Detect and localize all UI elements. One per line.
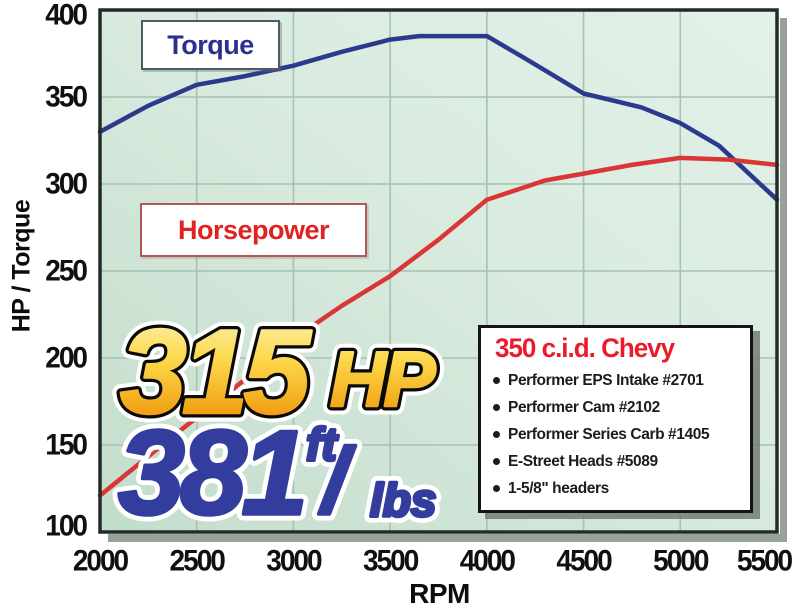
peak-hp-value-outline: 315 xyxy=(120,305,312,439)
unit-lbs: lbs xyxy=(370,474,436,526)
bullet-icon xyxy=(493,377,500,384)
spec-item: Performer Series Carb #1405 xyxy=(493,421,742,448)
y-tick-label: 200 xyxy=(45,341,88,374)
engine-spec-box: 350 c.i.d. Chevy Performer EPS Intake #2… xyxy=(478,325,753,513)
y-tick-label: 350 xyxy=(45,80,88,113)
spec-item-text: 1-5/8" headers xyxy=(508,479,609,497)
x-tick-label: 5500 xyxy=(736,544,793,577)
peak-hp-value: 315 xyxy=(120,305,312,439)
bullet-icon xyxy=(493,485,500,492)
y-tick-label: 400 xyxy=(45,0,88,31)
torque-series-label-text: Torque xyxy=(167,29,254,60)
frame-shadow-right xyxy=(780,18,787,542)
spec-item-text: E-Street Heads #5089 xyxy=(508,452,658,470)
y-tick-label: 150 xyxy=(45,428,88,461)
dyno-curves xyxy=(97,33,780,498)
unit-lbs-halo: lbs xyxy=(370,474,436,526)
y-tick-label: 100 xyxy=(45,509,88,542)
peak-torque-value-halo: 381 xyxy=(118,406,303,540)
bullet-icon xyxy=(493,431,500,438)
spec-item-text: Performer Cam #2102 xyxy=(508,398,660,416)
x-tick-label: 3000 xyxy=(266,544,322,577)
torque-series-label: Torque xyxy=(141,20,280,70)
bullet-icon xyxy=(493,404,500,411)
y-tick-label: 300 xyxy=(45,167,88,200)
torque-curve xyxy=(97,33,780,202)
x-tick-label: 5000 xyxy=(653,544,709,577)
x-tick-label: 4500 xyxy=(556,544,612,577)
frame-shadow-bottom xyxy=(108,534,787,542)
peak-hp-callout: 315 HP 315 HP 315 HP xyxy=(112,297,448,448)
x-tick-label: 3500 xyxy=(362,544,419,577)
x-tick-label: 2000 xyxy=(72,544,129,577)
spec-item-text: Performer EPS Intake #2701 xyxy=(508,371,704,389)
spec-item: E-Street Heads #5089 xyxy=(493,448,742,475)
spec-item: 1-5/8" headers xyxy=(493,475,742,502)
horsepower-series-label: Horsepower xyxy=(140,203,367,257)
peak-hp-label-halo: HP xyxy=(330,335,436,423)
spec-item: Performer EPS Intake #2701 xyxy=(493,367,742,394)
spec-item-text: Performer Series Carb #1405 xyxy=(508,425,710,443)
x-tick-label: 4000 xyxy=(459,544,516,577)
y-tick-label: 250 xyxy=(45,254,88,287)
x-axis-title: RPM xyxy=(409,578,470,609)
spec-item: Performer Cam #2102 xyxy=(493,394,742,421)
peak-hp-value-halo: 315 xyxy=(120,305,312,439)
peak-hp-label: HP xyxy=(330,335,436,423)
peak-torque-value: 381 xyxy=(118,406,303,540)
engine-spec-title: 350 c.i.d. Chevy xyxy=(495,332,675,364)
horsepower-curve xyxy=(97,155,780,498)
x-tick-label: 2500 xyxy=(169,544,226,577)
bullet-icon xyxy=(493,458,500,465)
plot-frame xyxy=(98,8,779,534)
unit-ft: ft xyxy=(306,418,338,470)
horsepower-series-label-text: Horsepower xyxy=(177,214,330,245)
peak-hp-label-outline: HP xyxy=(330,335,436,423)
